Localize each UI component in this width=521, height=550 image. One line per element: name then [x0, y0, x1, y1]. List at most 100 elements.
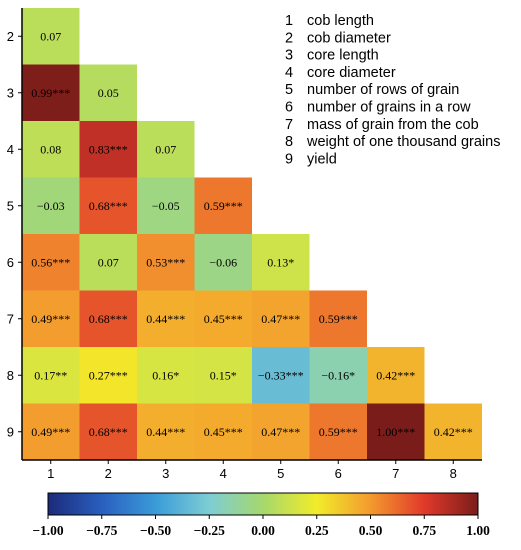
heatmap-cell-4-1 [22, 121, 80, 178]
colorbar-tick-label: 0.75 [412, 523, 436, 538]
colorbar-gradient [47, 492, 479, 516]
cell-value-label: 0.59*** [204, 199, 243, 213]
cell-value-label: 0.07 [40, 29, 61, 43]
cell-value-label: 0.49*** [31, 425, 70, 439]
heatmap-cell-8-5 [252, 347, 310, 404]
legend-entry-number: 2 [285, 30, 293, 46]
cell-value-label: 0.44*** [146, 312, 185, 326]
variable-legend: 1 cob length 2 cob diameter 3 core length 4 cor… [285, 13, 500, 167]
heatmap-cell-2-1 [22, 8, 80, 65]
colorbar-tick-label: 0.00 [251, 523, 275, 538]
x-tick-label: 6 [335, 466, 342, 481]
heatmap-cell-7-3 [137, 290, 195, 347]
heatmap-cell-6-5 [252, 234, 310, 291]
cell-value-label: 0.99*** [31, 86, 70, 100]
heatmap-cell-9-4 [194, 403, 252, 460]
heatmap-cell-7-5 [252, 290, 310, 347]
heatmap-cell-6-2 [79, 234, 137, 291]
heatmap-cell-5-2 [79, 177, 137, 234]
colorbar-tick-label: 0.50 [359, 523, 383, 538]
colorbar: −1.00 −0.75 −0.50 −0.25 0.00 0.25 0.50 0.75 1.00 [32, 492, 490, 538]
x-tick-label: 8 [450, 466, 457, 481]
cell-value-label: 0.07 [98, 255, 119, 269]
legend-entry-number: 4 [285, 65, 293, 81]
colorbar-tick-label: 1.00 [466, 523, 490, 538]
heatmap-cell-5-4 [194, 177, 252, 234]
legend-entry-label: cob diameter [307, 30, 391, 46]
x-tick-label: 5 [277, 466, 284, 481]
x-tick-label: 2 [105, 466, 112, 481]
cell-value-label: 0.68*** [89, 425, 128, 439]
cell-value-label: 0.27*** [89, 368, 128, 382]
heatmap-cell-8-7 [367, 347, 425, 404]
cell-value-label: 1.00*** [376, 425, 415, 439]
heatmap-cell-7-2 [79, 290, 137, 347]
y-tick-label: 9 [7, 424, 14, 439]
heatmap-cell-6-1 [22, 234, 80, 291]
cell-value-label: 0.59*** [319, 312, 358, 326]
cell-value-label: 0.44*** [146, 425, 185, 439]
cell-value-label: 0.42*** [376, 368, 415, 382]
legend-entry-number: 8 [285, 134, 293, 150]
cell-value-label: 0.47*** [261, 312, 300, 326]
x-tick-label: 1 [47, 466, 54, 481]
y-tick-label: 6 [7, 255, 14, 270]
legend-entry-number: 3 [285, 48, 293, 64]
heatmap-cell-9-3 [137, 403, 195, 460]
heatmap-cell-7-1 [22, 290, 80, 347]
heatmap-cell-3-2 [79, 64, 137, 121]
y-tick-label: 4 [7, 142, 14, 157]
heatmap-cell-6-3 [137, 234, 195, 291]
cell-value-label: 0.15* [210, 368, 237, 382]
legend-entry-label: weight of one thousand grains [306, 134, 500, 150]
heatmap-cell-9-6 [309, 403, 367, 460]
colorbar-tick-label: −0.50 [140, 523, 172, 538]
cell-value-label: 0.56*** [31, 255, 70, 269]
heatmap-cell-6-4 [194, 234, 252, 291]
cell-value-label: −0.16* [321, 368, 355, 382]
cell-value-label: 0.83*** [89, 142, 128, 156]
cell-value-label: 0.49*** [31, 312, 70, 326]
y-tick-label: 5 [7, 198, 14, 213]
heatmap-cell-9-8 [424, 403, 482, 460]
heatmap-cell-4-3 [137, 121, 195, 178]
cell-value-label: 0.45*** [204, 425, 243, 439]
legend-entry-label: cob length [307, 13, 374, 29]
heatmap-cell-9-2 [79, 403, 137, 460]
heatmap-cell-9-7 [367, 403, 425, 460]
cell-value-label: −0.05 [152, 199, 180, 213]
heatmap-cell-8-2 [79, 347, 137, 404]
heatmap-cell-7-6 [309, 290, 367, 347]
cell-value-label: 0.47*** [261, 425, 300, 439]
legend-entry-number: 5 [285, 82, 293, 98]
legend-entry-label: core diameter [307, 65, 396, 81]
heatmap-cell-9-5 [252, 403, 310, 460]
heatmap-cell-5-3 [137, 177, 195, 234]
colorbar-tick-label: −0.75 [86, 523, 118, 538]
legend-entry-number: 9 [285, 151, 293, 167]
heatmap-cells: 0.07 0.99*** 0.05 0.08 0.83*** 0.07 −0.03 0.68*… [22, 8, 482, 460]
colorbar-tick-label: −0.25 [194, 523, 226, 538]
legend-entry-number: 7 [285, 117, 293, 133]
cell-value-label: 0.68*** [89, 312, 128, 326]
cell-value-label: 0.07 [155, 142, 176, 156]
heatmap-cell-4-2 [79, 121, 137, 178]
cell-value-label: 0.59*** [319, 425, 358, 439]
heatmap-cell-8-3 [137, 347, 195, 404]
y-tick-label: 3 [7, 85, 14, 100]
legend-entry-label: yield [307, 151, 337, 167]
y-tick-label: 7 [7, 311, 14, 326]
colorbar-tick-label: −1.00 [32, 523, 64, 538]
cell-value-label: 0.08 [40, 142, 61, 156]
heatmap-cell-7-4 [194, 290, 252, 347]
cell-value-label: −0.06 [209, 255, 237, 269]
cell-value-label: −0.03 [37, 199, 65, 213]
cell-value-label: 0.68*** [89, 199, 128, 213]
colorbar-tick-label: 0.25 [305, 523, 329, 538]
x-tick-label: 3 [162, 466, 169, 481]
cell-value-label: 0.45*** [204, 312, 243, 326]
legend-entry-label: number of grains in a row [307, 100, 471, 116]
cell-value-label: 0.05 [98, 86, 119, 100]
